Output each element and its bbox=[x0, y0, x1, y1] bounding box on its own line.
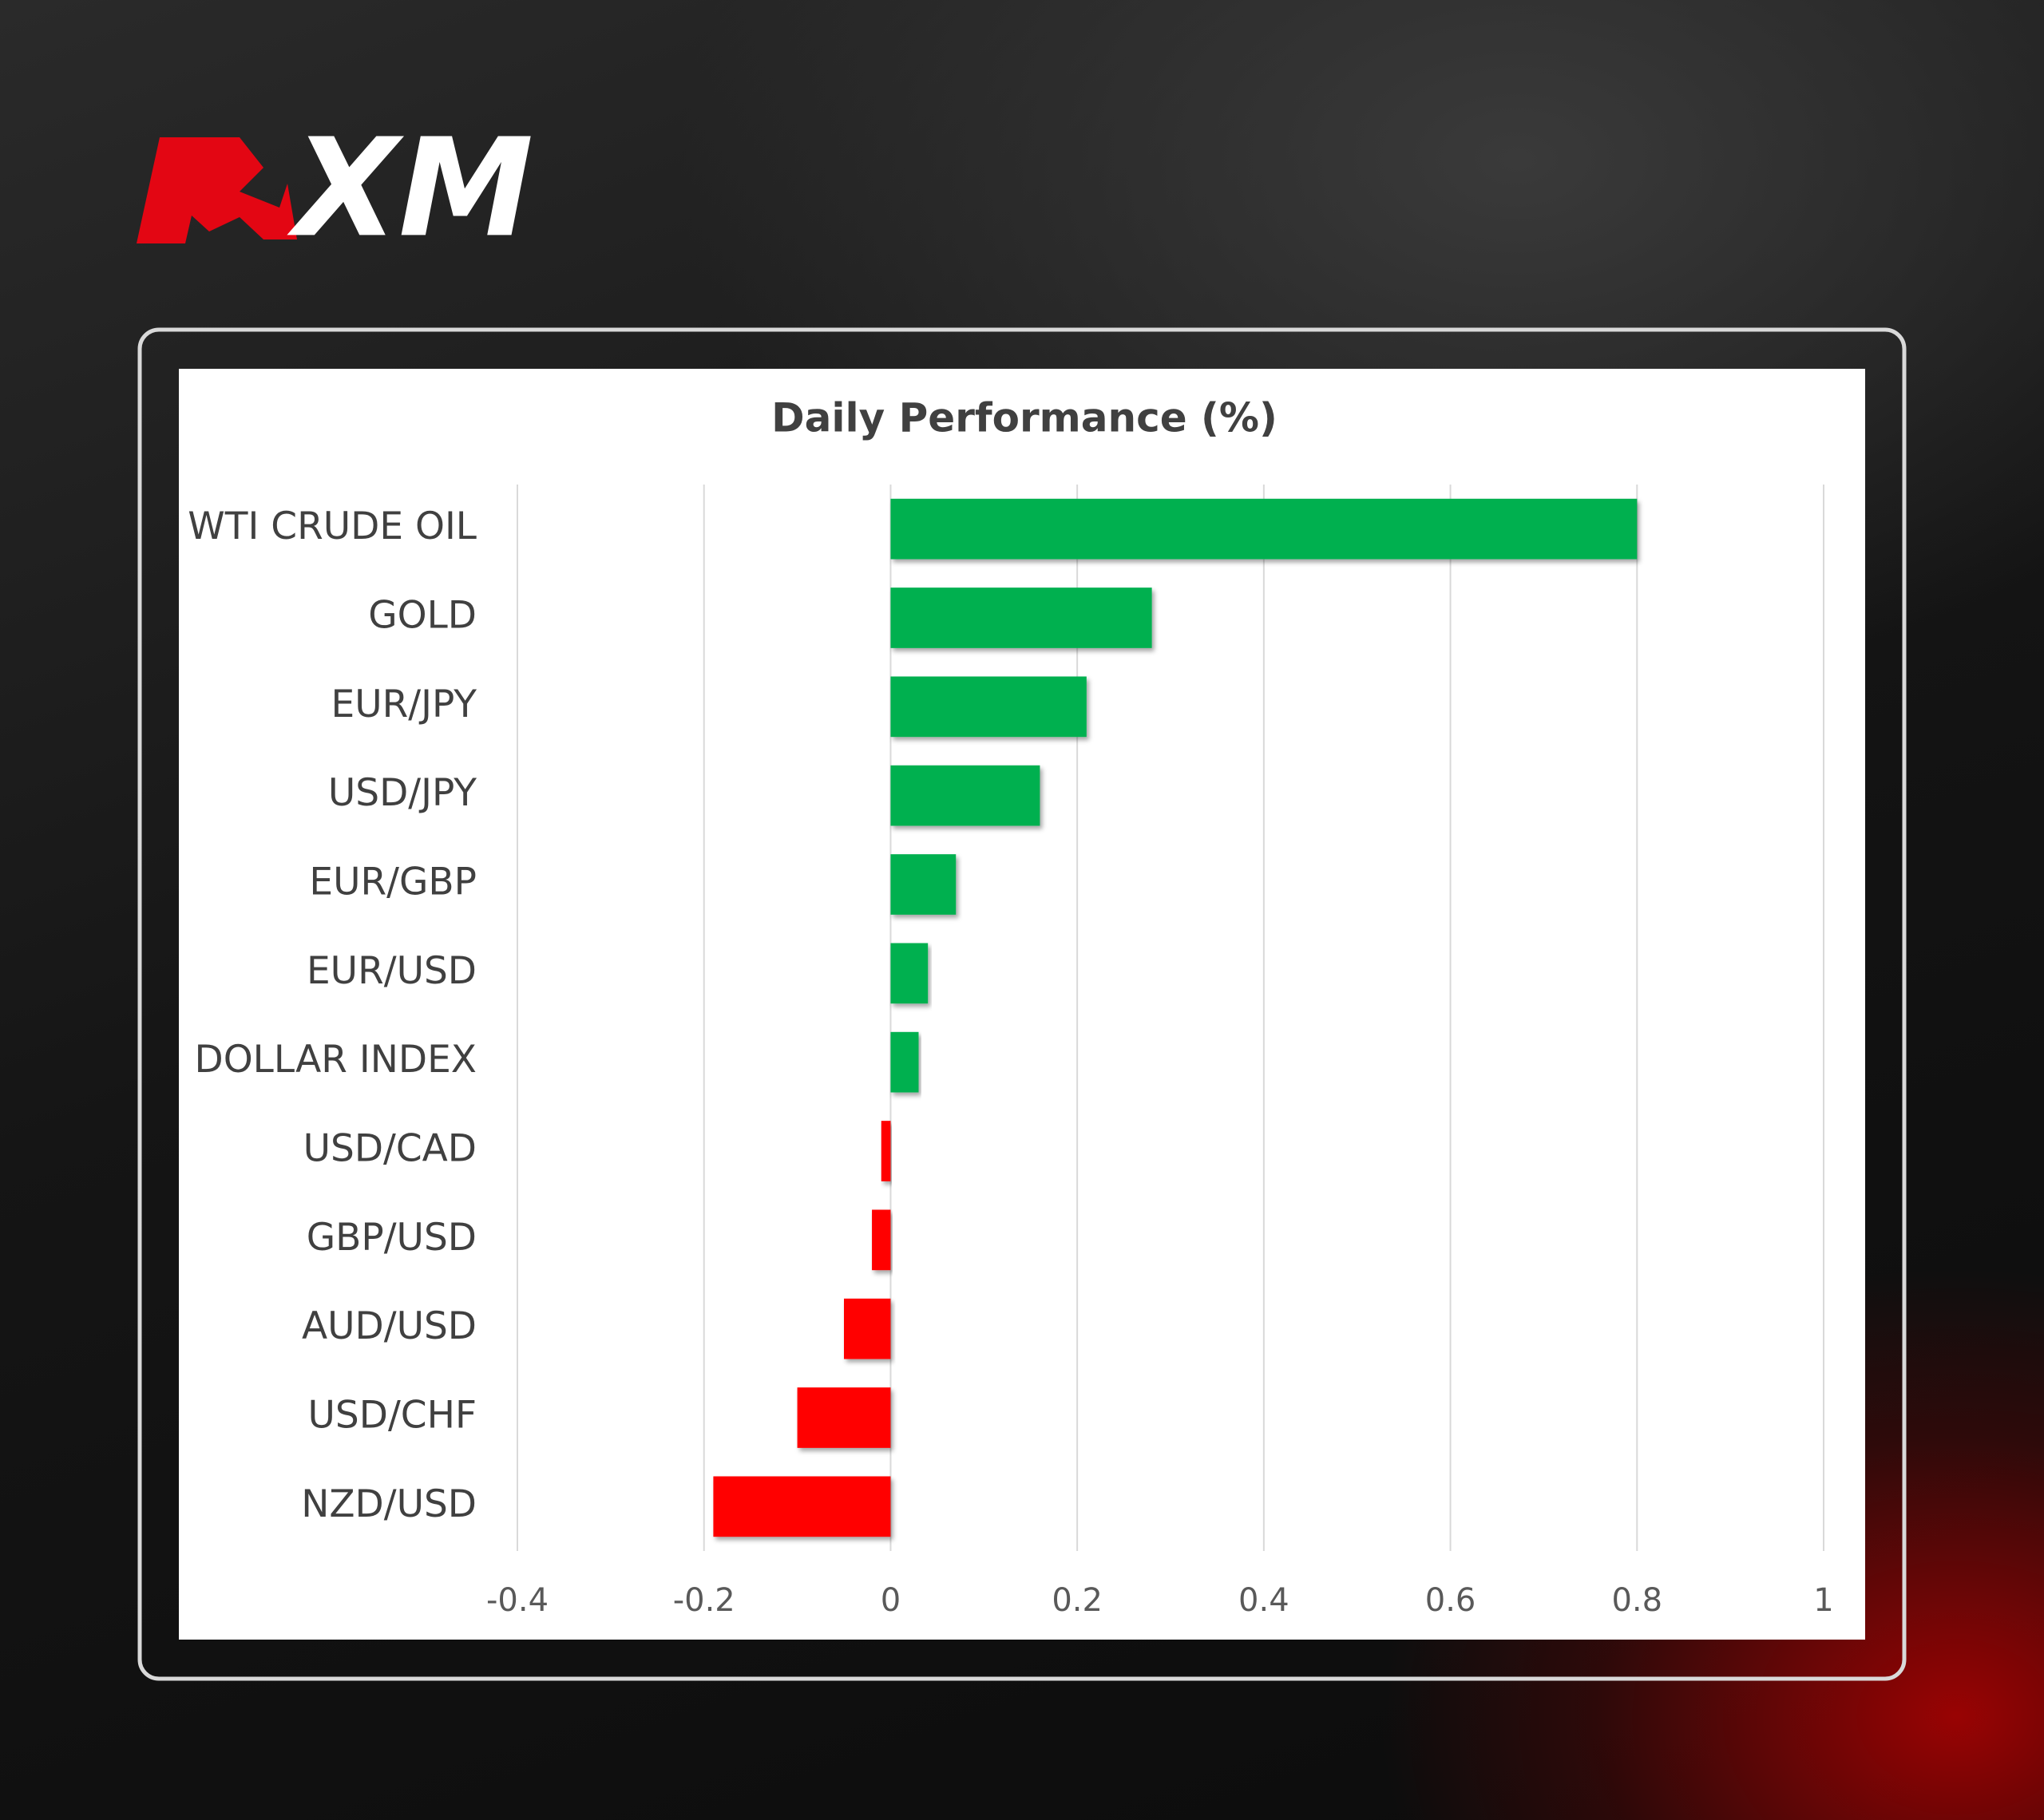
y-tick-label: USD/CAD bbox=[303, 1127, 477, 1171]
bar bbox=[890, 588, 1152, 648]
x-tick-label: -0.4 bbox=[486, 1582, 549, 1619]
x-tick-label: 0.4 bbox=[1238, 1582, 1289, 1619]
y-tick-label: AUD/USD bbox=[302, 1304, 477, 1348]
y-tick-label: NZD/USD bbox=[301, 1482, 477, 1526]
bar bbox=[890, 1031, 919, 1093]
logo-bull bbox=[137, 137, 297, 243]
y-tick-label: USD/CHF bbox=[308, 1394, 477, 1438]
logo: XM bbox=[137, 109, 533, 267]
bar bbox=[797, 1387, 891, 1448]
card-frame bbox=[137, 327, 1907, 1681]
y-tick-label: USD/JPY bbox=[328, 771, 477, 815]
chart-area bbox=[179, 369, 1865, 1640]
bar bbox=[844, 1298, 891, 1359]
y-tick-label: WTI CRUDE OIL bbox=[188, 504, 477, 548]
plot: -0.4 -0.2 0 0.2 0.4 0.6 0.8 1 WTI CRUDE OIL GOLD E… bbox=[188, 485, 1834, 1619]
logo-text: XM bbox=[287, 109, 533, 267]
y-tick-label: GOLD bbox=[368, 594, 477, 638]
bar bbox=[890, 498, 1638, 560]
x-tick-label: 1 bbox=[1813, 1582, 1833, 1619]
bar bbox=[890, 854, 957, 915]
x-tick-label: 0 bbox=[881, 1582, 901, 1619]
bar bbox=[713, 1476, 891, 1537]
y-tick-label: EUR/GBP bbox=[309, 861, 477, 904]
x-tick-label: 0.2 bbox=[1052, 1582, 1103, 1619]
x-tick-label: 0.6 bbox=[1425, 1582, 1476, 1619]
bar bbox=[890, 676, 1087, 738]
x-tick-label: 0.8 bbox=[1611, 1582, 1662, 1619]
bar bbox=[890, 765, 1040, 826]
y-tick-label: EUR/USD bbox=[307, 949, 477, 993]
chart-title: Daily Performance (%) bbox=[771, 395, 1278, 441]
y-tick-label: EUR/JPY bbox=[331, 682, 477, 726]
x-tick-label: -0.2 bbox=[673, 1582, 735, 1619]
bar bbox=[890, 943, 929, 1004]
bar bbox=[872, 1209, 891, 1271]
y-tick-label: DOLLAR INDEX bbox=[195, 1038, 477, 1082]
y-tick-label: GBP/USD bbox=[307, 1216, 477, 1260]
bar bbox=[881, 1121, 891, 1181]
